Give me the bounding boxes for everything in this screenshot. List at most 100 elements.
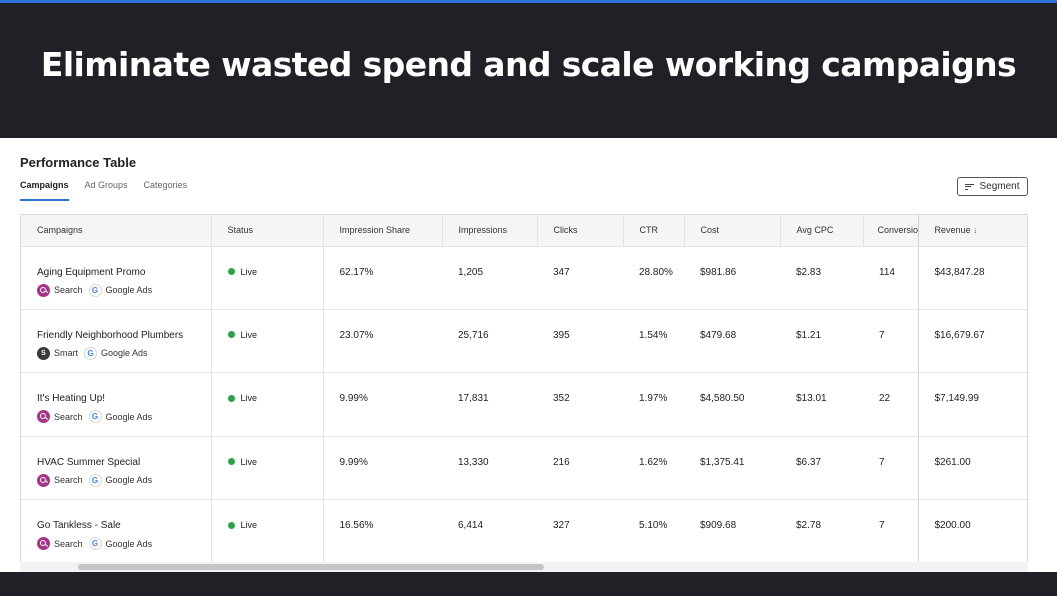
col-header-clicks[interactable]: Clicks bbox=[537, 215, 623, 246]
performance-table: Campaigns Status Impression Share Impres… bbox=[20, 214, 1028, 572]
campaign-type-tag: Search bbox=[37, 410, 83, 423]
status-label: Live bbox=[241, 330, 258, 340]
clicks-cell: 216 bbox=[537, 436, 623, 499]
impression-share-cell: 16.56% bbox=[323, 500, 442, 563]
avg-cpc-cell: $13.01 bbox=[780, 373, 863, 436]
status-cell: Live bbox=[211, 373, 323, 436]
status-label: Live bbox=[241, 457, 258, 467]
campaign-name[interactable]: Go Tankless - Sale bbox=[37, 520, 211, 531]
col-header-revenue[interactable]: Revenue ↓ bbox=[918, 215, 1028, 246]
col-header-ctr[interactable]: CTR bbox=[623, 215, 684, 246]
campaign-cell: It's Heating Up! Search G Google Ads bbox=[21, 373, 211, 436]
campaign-tags: S Smart G Google Ads bbox=[37, 347, 211, 360]
segment-button-label: Segment bbox=[979, 181, 1019, 192]
network-tag: G Google Ads bbox=[89, 474, 153, 487]
campaign-tags: Search G Google Ads bbox=[37, 284, 211, 297]
network-label: Google Ads bbox=[106, 475, 153, 485]
status-label: Live bbox=[241, 520, 258, 530]
scrollbar-thumb[interactable] bbox=[78, 564, 544, 570]
clicks-cell: 347 bbox=[537, 246, 623, 309]
revenue-cell: $261.00 bbox=[918, 436, 1028, 499]
campaign-cell: Friendly Neighborhood Plumbers S Smart G… bbox=[21, 309, 211, 372]
ctr-cell: 1.62% bbox=[623, 436, 684, 499]
status-badge: Live bbox=[228, 330, 323, 340]
live-status-dot-icon bbox=[228, 268, 235, 275]
avg-cpc-cell: $1.21 bbox=[780, 309, 863, 372]
table-row[interactable]: It's Heating Up! Search G Google Ads Liv… bbox=[21, 373, 1028, 436]
col-header-revenue-label: Revenue bbox=[935, 225, 971, 235]
google-logo-icon: G bbox=[89, 410, 102, 423]
bottom-bar bbox=[0, 572, 1057, 596]
table-header-row: Campaigns Status Impression Share Impres… bbox=[21, 215, 1028, 246]
impressions-cell: 13,330 bbox=[442, 436, 537, 499]
smart-campaign-icon: S bbox=[37, 347, 50, 360]
impression-share-cell: 23.07% bbox=[323, 309, 442, 372]
horizontal-scrollbar[interactable] bbox=[20, 562, 1028, 572]
live-status-dot-icon bbox=[228, 458, 235, 465]
col-header-impressions[interactable]: Impressions bbox=[442, 215, 537, 246]
clicks-cell: 327 bbox=[537, 500, 623, 563]
ctr-cell: 1.54% bbox=[623, 309, 684, 372]
status-badge: Live bbox=[228, 457, 323, 467]
impression-share-cell: 9.99% bbox=[323, 373, 442, 436]
campaign-type-tag: Search bbox=[37, 474, 83, 487]
campaign-name[interactable]: It's Heating Up! bbox=[37, 393, 211, 404]
revenue-cell: $16,679.67 bbox=[918, 309, 1028, 372]
table-row[interactable]: Friendly Neighborhood Plumbers S Smart G… bbox=[21, 309, 1028, 372]
campaign-type-label: Search bbox=[54, 285, 83, 295]
table-row[interactable]: Go Tankless - Sale Search G Google Ads L… bbox=[21, 500, 1028, 563]
campaign-name[interactable]: Friendly Neighborhood Plumbers bbox=[37, 330, 211, 341]
campaign-tags: Search G Google Ads bbox=[37, 474, 211, 487]
campaign-type-label: Search bbox=[54, 539, 83, 549]
cost-cell: $1,375.41 bbox=[684, 436, 780, 499]
avg-cpc-cell: $6.37 bbox=[780, 436, 863, 499]
tab-categories[interactable]: Categories bbox=[144, 180, 188, 201]
google-logo-icon: G bbox=[84, 347, 97, 360]
table-row[interactable]: HVAC Summer Special Search G Google Ads … bbox=[21, 436, 1028, 499]
search-magnifier-glyph bbox=[40, 477, 46, 483]
campaign-type-tag: Search bbox=[37, 284, 83, 297]
col-header-conversions[interactable]: Conversions bbox=[863, 215, 918, 246]
impression-share-cell: 62.17% bbox=[323, 246, 442, 309]
campaign-tags: Search G Google Ads bbox=[37, 410, 211, 423]
col-header-impression-share[interactable]: Impression Share bbox=[323, 215, 442, 246]
live-status-dot-icon bbox=[228, 331, 235, 338]
cost-cell: $981.86 bbox=[684, 246, 780, 309]
banner: Eliminate wasted spend and scale working… bbox=[0, 3, 1057, 138]
conversions-cell: 7 bbox=[863, 436, 918, 499]
network-tag: G Google Ads bbox=[89, 537, 153, 550]
network-label: Google Ads bbox=[106, 539, 153, 549]
page-title: Performance Table bbox=[20, 155, 136, 170]
impressions-cell: 1,205 bbox=[442, 246, 537, 309]
live-status-dot-icon bbox=[228, 395, 235, 402]
campaign-name[interactable]: HVAC Summer Special bbox=[37, 457, 211, 468]
search-magnifier-glyph bbox=[40, 540, 46, 546]
revenue-cell: $7,149.99 bbox=[918, 373, 1028, 436]
ctr-cell: 1.97% bbox=[623, 373, 684, 436]
clicks-cell: 352 bbox=[537, 373, 623, 436]
tab-ad-groups[interactable]: Ad Groups bbox=[85, 180, 128, 201]
col-header-campaigns[interactable]: Campaigns bbox=[21, 215, 211, 246]
filter-lines-icon bbox=[965, 184, 974, 190]
campaign-type-label: Smart bbox=[54, 348, 78, 358]
status-cell: Live bbox=[211, 436, 323, 499]
campaign-name[interactable]: Aging Equipment Promo bbox=[37, 267, 211, 278]
impressions-cell: 17,831 bbox=[442, 373, 537, 436]
campaign-type-tag: S Smart bbox=[37, 347, 78, 360]
segment-button[interactable]: Segment bbox=[957, 177, 1028, 196]
status-badge: Live bbox=[228, 520, 323, 530]
table-row[interactable]: Aging Equipment Promo Search G Google Ad… bbox=[21, 246, 1028, 309]
col-header-avg-cpc[interactable]: Avg CPC bbox=[780, 215, 863, 246]
col-header-cost[interactable]: Cost bbox=[684, 215, 780, 246]
live-status-dot-icon bbox=[228, 522, 235, 529]
table-body: Aging Equipment Promo Search G Google Ad… bbox=[21, 246, 1028, 563]
conversions-cell: 7 bbox=[863, 309, 918, 372]
google-logo-icon: G bbox=[89, 284, 102, 297]
col-header-status[interactable]: Status bbox=[211, 215, 323, 246]
status-label: Live bbox=[241, 267, 258, 277]
tab-campaigns[interactable]: Campaigns bbox=[20, 180, 69, 201]
conversions-cell: 114 bbox=[863, 246, 918, 309]
campaign-type-label: Search bbox=[54, 412, 83, 422]
cost-cell: $479.68 bbox=[684, 309, 780, 372]
network-tag: G Google Ads bbox=[89, 284, 153, 297]
